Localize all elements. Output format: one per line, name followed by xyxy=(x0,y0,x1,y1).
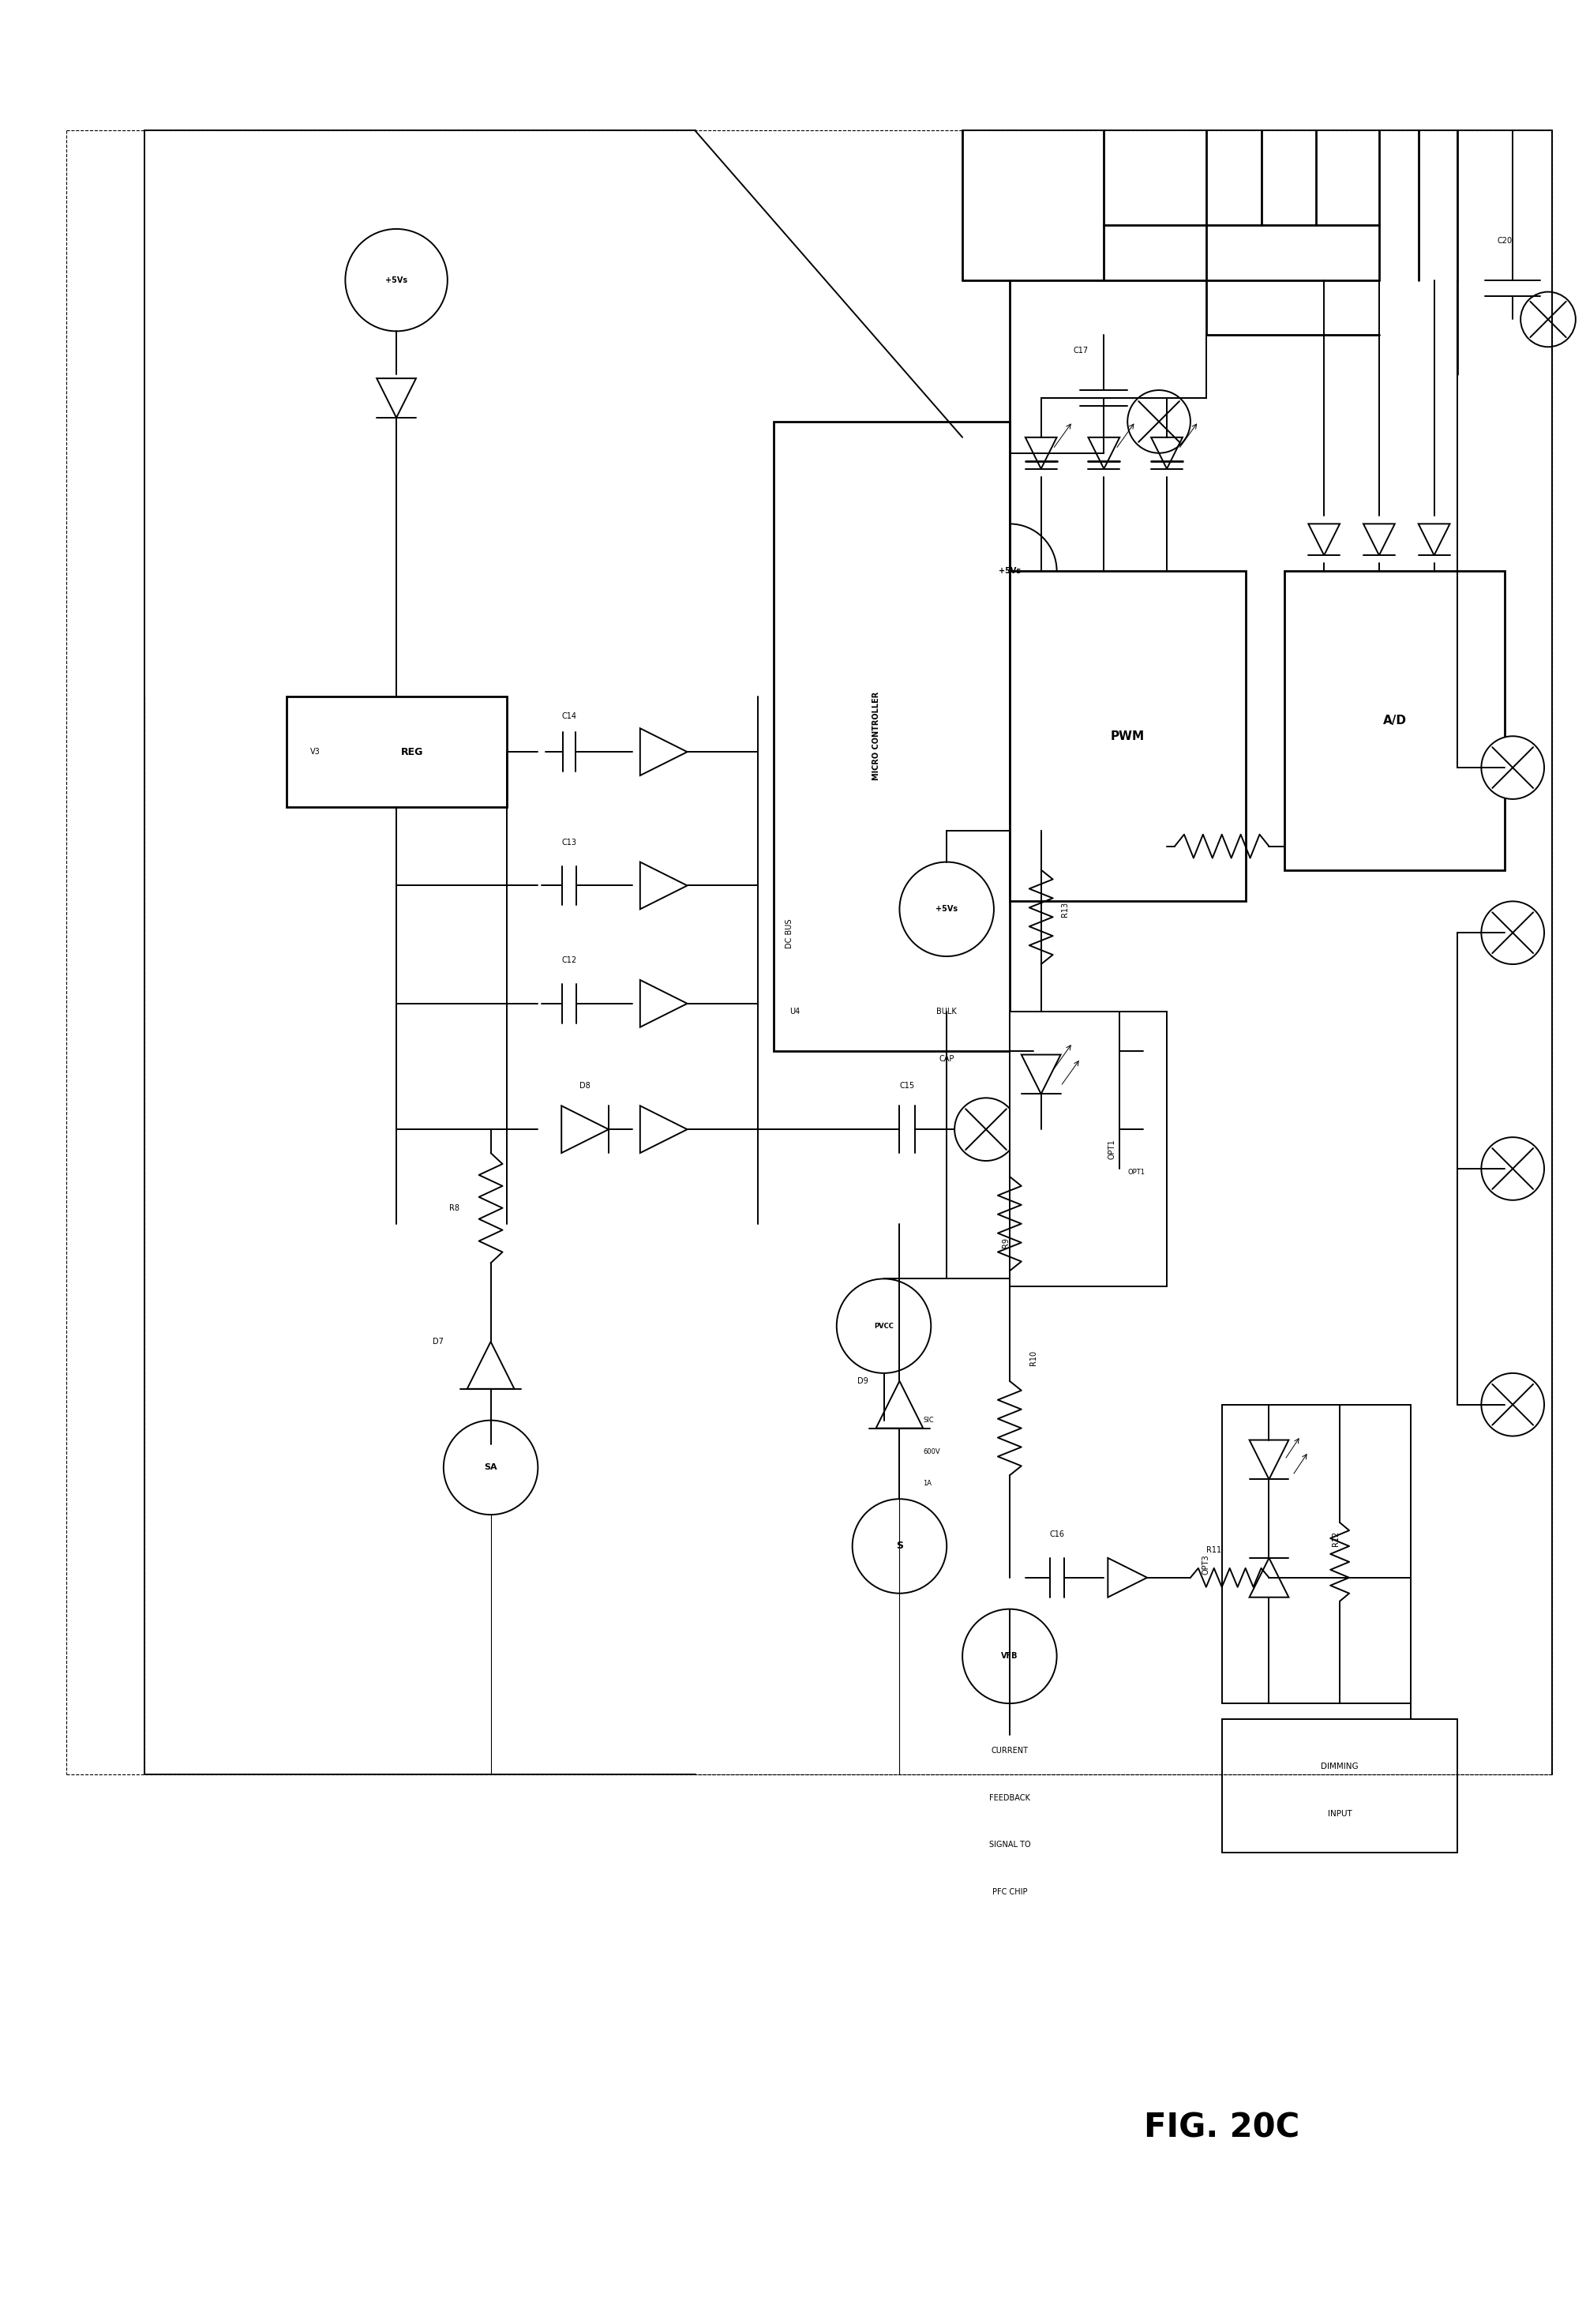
Text: OPT3: OPT3 xyxy=(1202,1555,1210,1573)
Text: PFC CHIP: PFC CHIP xyxy=(991,1887,1028,1896)
Bar xyxy=(287,697,506,806)
Text: U4: U4 xyxy=(790,1009,799,1016)
Bar xyxy=(1010,1011,1167,1287)
Bar xyxy=(1221,1720,1458,1852)
Bar xyxy=(1010,572,1245,902)
Text: SA: SA xyxy=(484,1464,498,1471)
Text: OPT1: OPT1 xyxy=(1128,1169,1145,1176)
Text: C15: C15 xyxy=(899,1083,915,1090)
Text: +5Vs: +5Vs xyxy=(936,906,958,913)
Text: C16: C16 xyxy=(1050,1532,1064,1538)
Circle shape xyxy=(963,1608,1056,1703)
Text: D8: D8 xyxy=(579,1083,590,1090)
Circle shape xyxy=(1128,390,1191,453)
Text: D7: D7 xyxy=(433,1339,444,1346)
Text: R11: R11 xyxy=(1205,1545,1221,1555)
Text: C12: C12 xyxy=(561,955,577,964)
Circle shape xyxy=(963,523,1056,618)
Text: VFB: VFB xyxy=(1001,1652,1018,1659)
Circle shape xyxy=(1521,293,1575,346)
Text: FEEDBACK: FEEDBACK xyxy=(990,1794,1029,1801)
Circle shape xyxy=(852,1499,947,1594)
Text: R9: R9 xyxy=(1002,1236,1010,1248)
Text: PWM: PWM xyxy=(1110,730,1145,741)
Text: C20: C20 xyxy=(1497,237,1511,244)
Text: C13: C13 xyxy=(561,839,577,846)
Circle shape xyxy=(1481,1373,1545,1436)
Circle shape xyxy=(1481,1136,1545,1199)
Text: SIC: SIC xyxy=(923,1418,934,1425)
Text: R12: R12 xyxy=(1332,1532,1340,1545)
Text: +5Vs: +5Vs xyxy=(385,277,408,284)
Circle shape xyxy=(1481,737,1545,799)
Circle shape xyxy=(346,230,447,332)
Circle shape xyxy=(1481,902,1545,964)
Text: PVCC: PVCC xyxy=(874,1322,893,1329)
Text: C17: C17 xyxy=(1074,346,1088,356)
Text: +5Vs: +5Vs xyxy=(999,567,1021,574)
Text: 1A: 1A xyxy=(923,1480,933,1487)
Text: R13: R13 xyxy=(1061,902,1069,918)
Text: A/D: A/D xyxy=(1383,713,1407,727)
Text: OPT1: OPT1 xyxy=(1109,1139,1115,1160)
Text: R10: R10 xyxy=(1029,1350,1037,1364)
Text: S: S xyxy=(896,1541,902,1552)
Circle shape xyxy=(444,1420,538,1515)
Text: D9: D9 xyxy=(856,1378,868,1385)
Circle shape xyxy=(955,1097,1018,1160)
Text: C14: C14 xyxy=(561,713,577,720)
Text: INPUT: INPUT xyxy=(1327,1810,1351,1817)
Text: CAP: CAP xyxy=(939,1055,955,1062)
Bar xyxy=(1221,1404,1410,1703)
Text: DC BUS: DC BUS xyxy=(785,918,793,948)
Text: FIG. 20C: FIG. 20C xyxy=(1144,2113,1299,2145)
Text: CURRENT: CURRENT xyxy=(991,1748,1028,1755)
Text: R8: R8 xyxy=(449,1204,460,1211)
Text: V3: V3 xyxy=(309,748,320,755)
Text: SIGNAL TO: SIGNAL TO xyxy=(988,1841,1031,1850)
Text: DIMMING: DIMMING xyxy=(1321,1762,1359,1771)
Text: BULK: BULK xyxy=(936,1009,956,1016)
Text: MICRO CONTROLLER: MICRO CONTROLLER xyxy=(872,693,880,781)
Circle shape xyxy=(899,862,994,957)
Bar xyxy=(1285,572,1505,869)
Circle shape xyxy=(837,1278,931,1373)
Bar xyxy=(774,421,1010,1050)
Text: 600V: 600V xyxy=(923,1448,940,1455)
Text: REG: REG xyxy=(401,746,423,758)
